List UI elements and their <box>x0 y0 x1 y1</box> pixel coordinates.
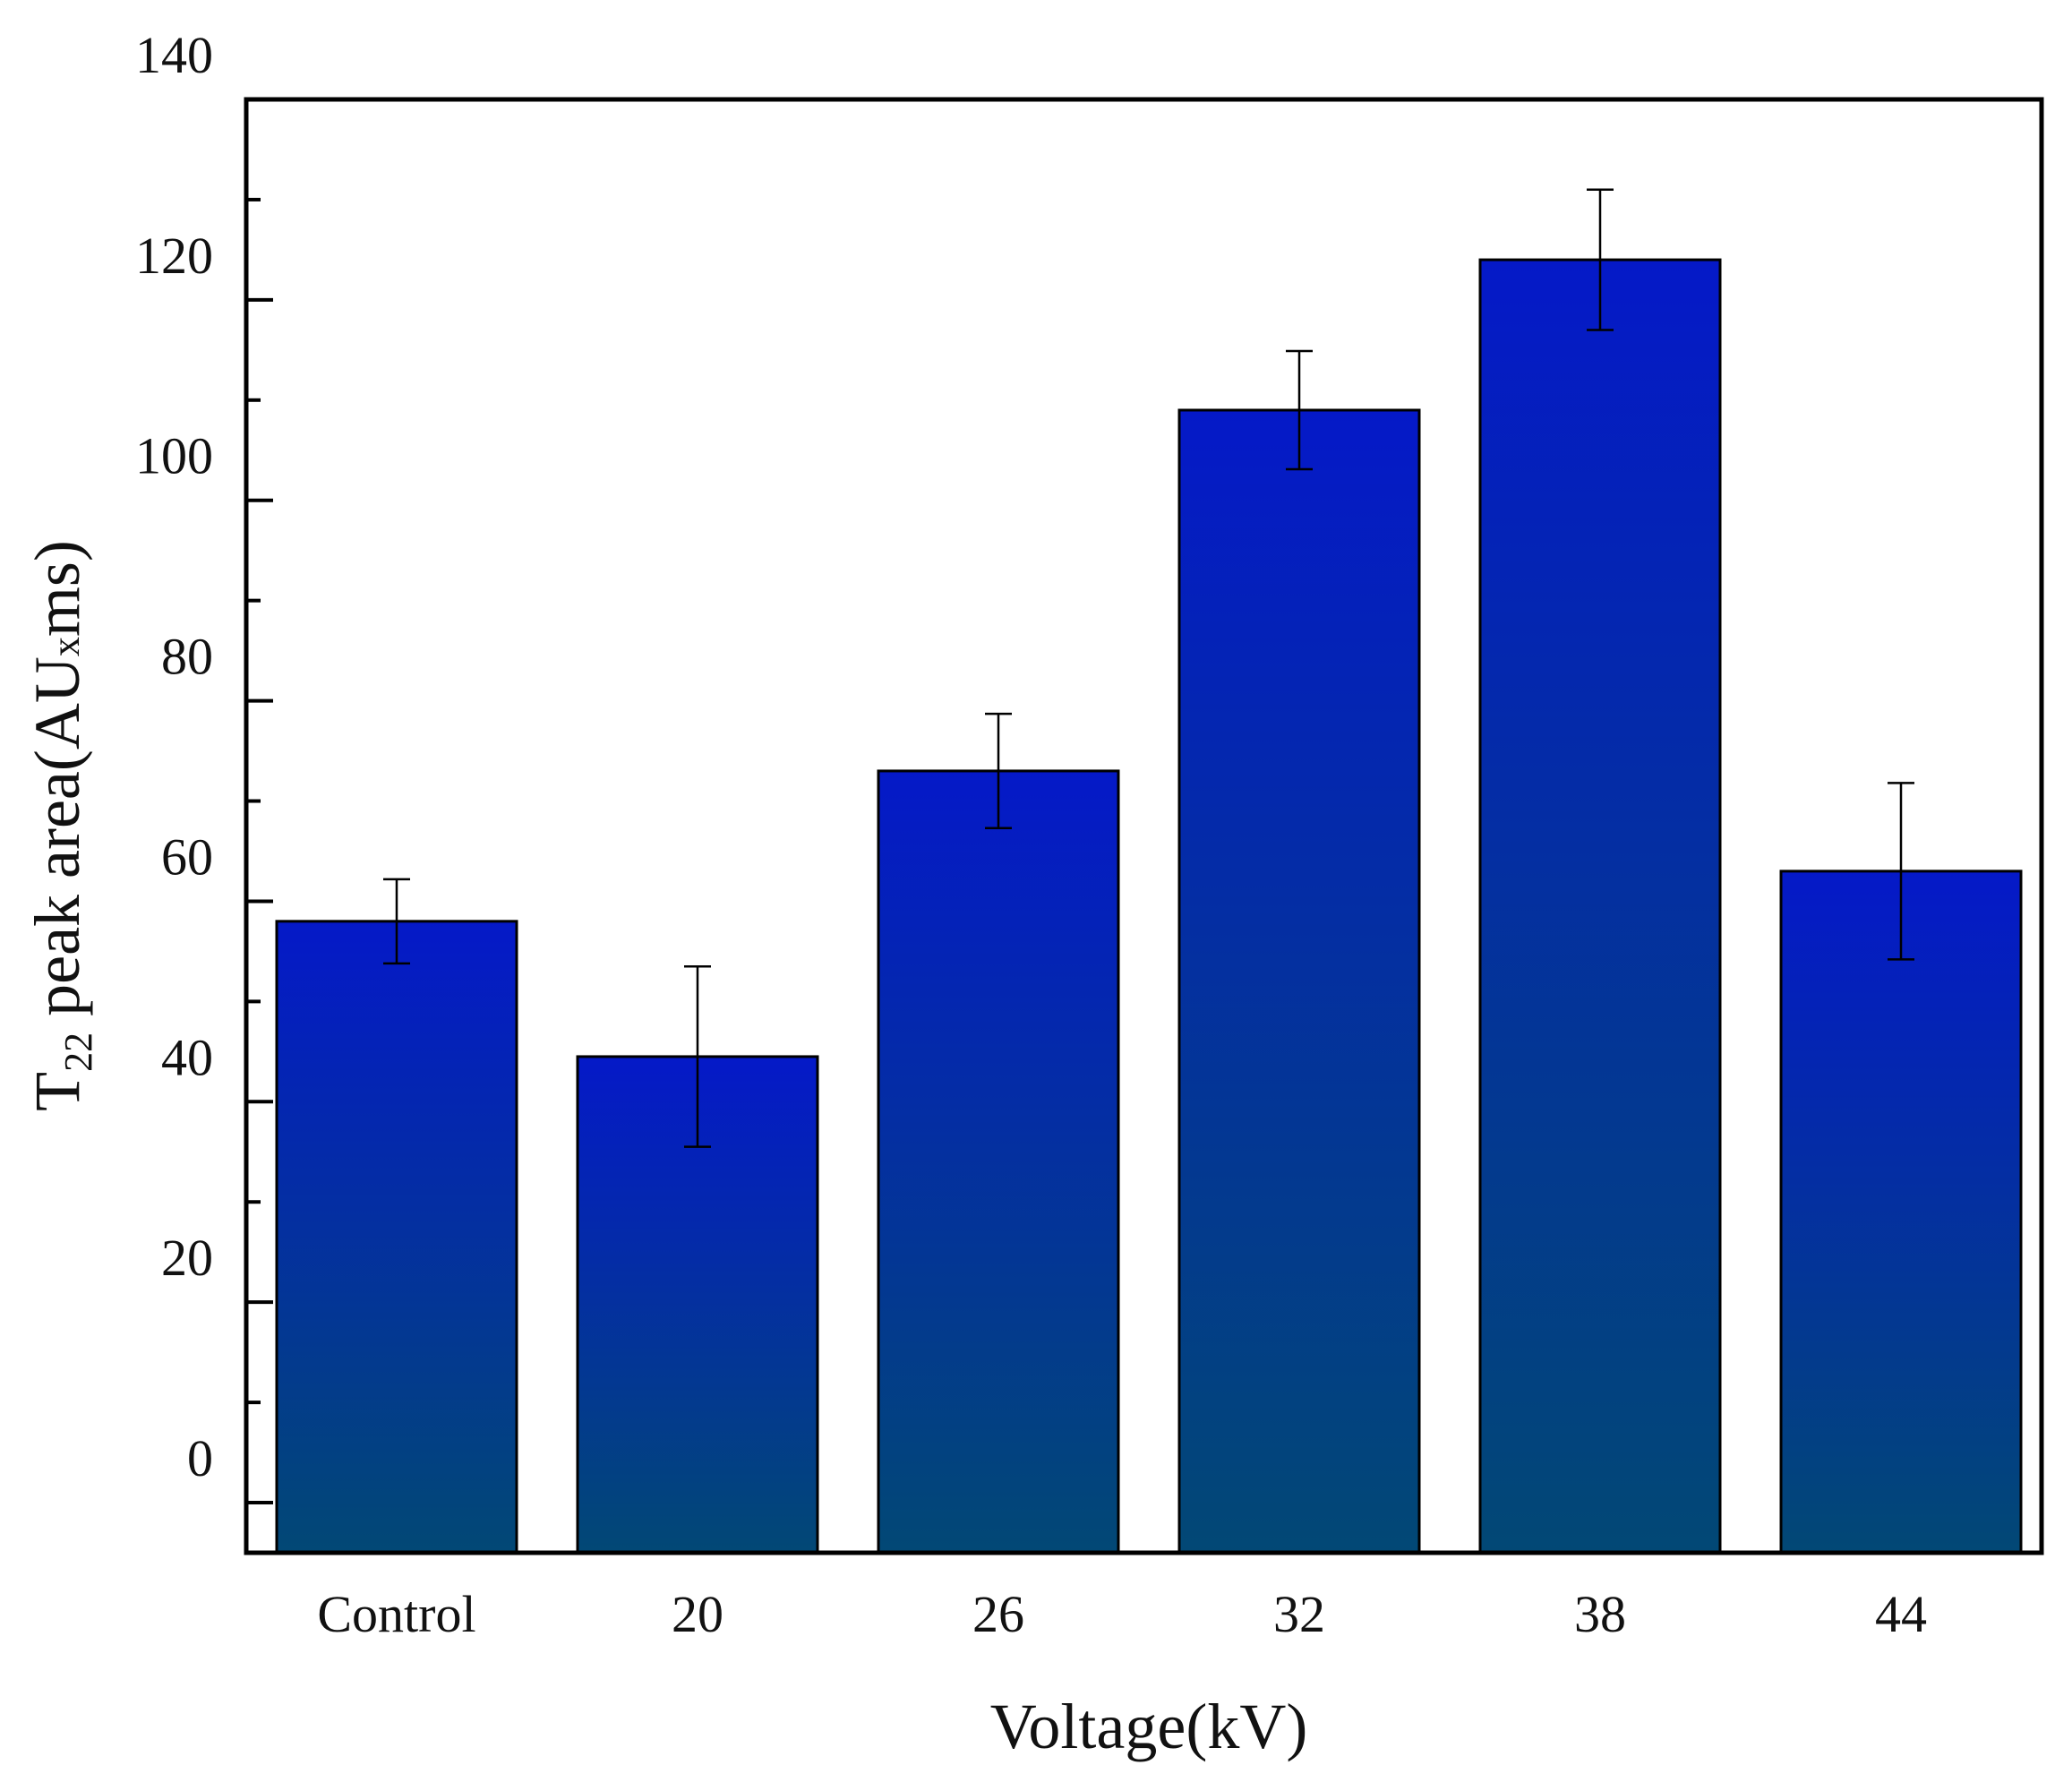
x-axis-title: Voltage(kV) <box>990 1691 1308 1762</box>
y-tick-label: 140 <box>135 26 213 84</box>
y-tick-label: 60 <box>161 827 213 886</box>
x-tick-label: 20 <box>672 1585 723 1643</box>
bar-control <box>275 920 518 1555</box>
y-tick-label: 0 <box>187 1429 213 1487</box>
y-axis-title-tail: ms) <box>21 540 93 637</box>
y-tick-label: 80 <box>161 628 213 686</box>
x-tick-label: 26 <box>972 1585 1024 1643</box>
y-tick-label: 40 <box>161 1028 213 1086</box>
error-bar-38 <box>1587 188 1614 331</box>
x-tick-label: Control <box>317 1585 475 1643</box>
y-axis-title: T22 peak area(AUxms) <box>21 540 100 1111</box>
y-tick-label: 120 <box>135 227 213 285</box>
error-bar-26 <box>985 712 1012 829</box>
error-bars-layer <box>383 188 1914 1148</box>
y-tick-label: 20 <box>161 1229 213 1287</box>
y-tick-label: 100 <box>135 427 213 485</box>
bar-32 <box>1177 408 1421 1555</box>
bar-38 <box>1478 258 1722 1555</box>
bars-layer <box>275 258 2023 1555</box>
y-axis: 0 20 40 60 80 100 120 140 <box>135 26 273 1505</box>
error-bar-20 <box>684 964 711 1148</box>
x-tick-label: 44 <box>1875 1585 1927 1643</box>
y-axis-title-prefix: T <box>21 1072 93 1111</box>
bar-44 <box>1779 870 2023 1555</box>
x-tick-label: 32 <box>1273 1585 1325 1643</box>
plot-frame <box>244 97 2044 1555</box>
error-bar-44 <box>1888 782 1914 961</box>
error-bar-control <box>383 878 410 965</box>
x-tick-label: 38 <box>1574 1585 1626 1643</box>
y-axis-title-subscript: 22 <box>56 1032 100 1072</box>
y-axis-title-small: x <box>44 637 88 656</box>
x-axis: Control 20 26 32 38 44 <box>317 1585 1927 1643</box>
bar-26 <box>877 769 1120 1555</box>
y-axis-title-main: peak area(AU <box>21 656 93 1032</box>
error-bar-32 <box>1286 349 1313 471</box>
